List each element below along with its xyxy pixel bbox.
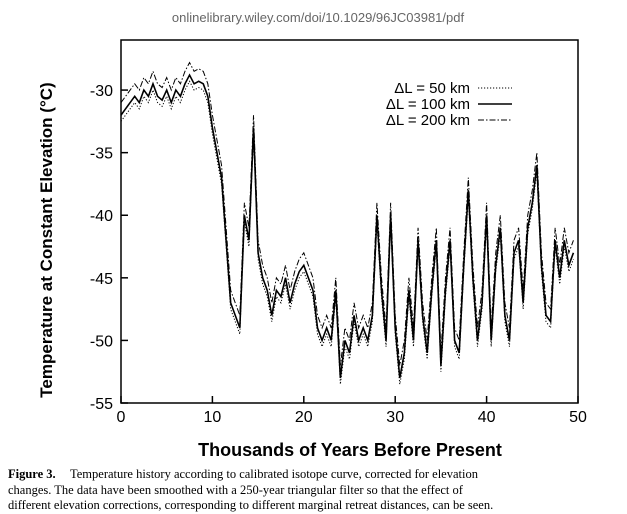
series-line	[120, 80, 574, 385]
y-tick-label: -45	[90, 271, 113, 288]
y-tick-label: -40	[90, 208, 113, 225]
y-tick-label: -55	[90, 396, 113, 413]
caption-line: changes. The data have been smoothed wit…	[8, 483, 464, 497]
plot-frame	[120, 39, 579, 404]
x-tick-label: 50	[569, 409, 587, 426]
x-tick-label: 10	[204, 409, 222, 426]
y-tick-label: -30	[90, 83, 113, 100]
x-tick-label: 30	[386, 409, 404, 426]
x-tick-label: 20	[295, 409, 313, 426]
y-axis-label: Temperature at Constant Elevation (°C)	[37, 82, 56, 397]
y-tick-label: -35	[90, 146, 113, 163]
x-axis-label: Thousands of Years Before Present	[198, 440, 502, 460]
series-line	[120, 61, 574, 366]
series-line	[120, 73, 575, 379]
source-url: onlinelibrary.wiley.com/doi/10.1029/96JC…	[172, 10, 465, 25]
legend-label: ΔL = 50 km	[394, 80, 470, 97]
y-tick-label: -50	[90, 333, 113, 350]
x-tick-label: 0	[117, 409, 126, 426]
caption-label: Figure 3.	[8, 467, 56, 481]
caption-line: different elevation corrections, corresp…	[8, 498, 493, 512]
legend-label: ΔL = 100 km	[386, 96, 470, 113]
legend-label: ΔL = 200 km	[386, 112, 470, 129]
x-tick-label: 40	[478, 409, 496, 426]
caption-line: Temperature history according to calibra…	[70, 467, 479, 481]
